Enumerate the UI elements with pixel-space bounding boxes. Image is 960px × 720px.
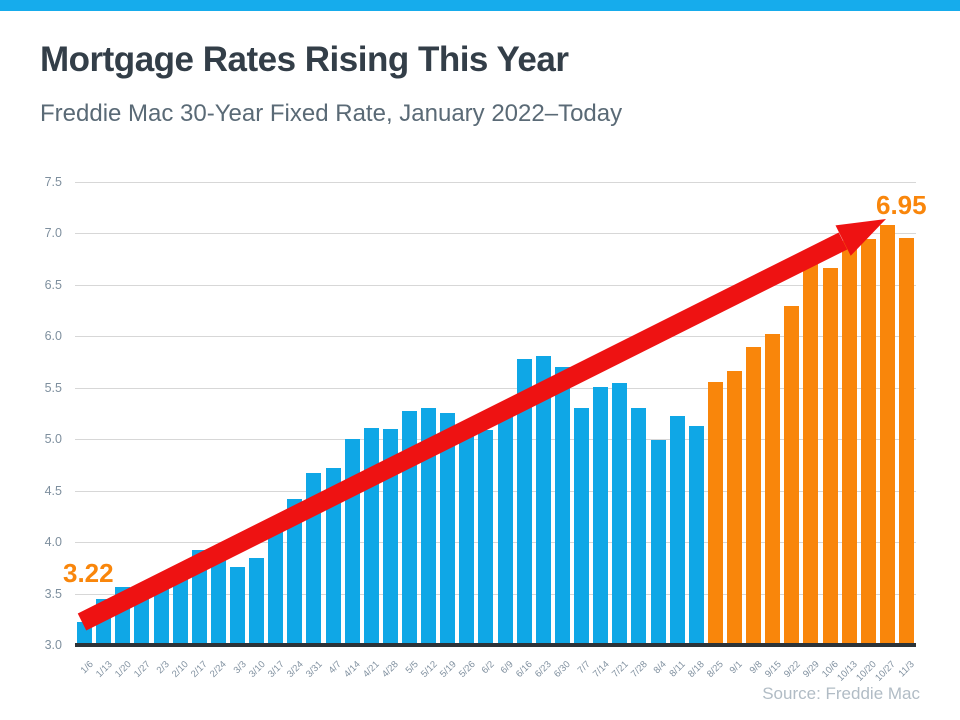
- y-axis-tick-label: 5.0: [44, 432, 62, 446]
- bar-6/16: [516, 358, 532, 647]
- bar-4/14: [344, 439, 360, 647]
- bar-9/29: [803, 263, 819, 647]
- x-axis-tick-label: 11/3: [896, 659, 918, 680]
- bar-9/8: [746, 347, 761, 647]
- bar-7/7: [574, 408, 589, 647]
- bar-11/3: [898, 238, 914, 647]
- bar-8/25: [707, 382, 723, 647]
- grid-line: [75, 181, 916, 183]
- bar-8/4: [650, 440, 666, 647]
- bar-8/11: [669, 416, 685, 647]
- bar-6/9: [497, 415, 513, 647]
- end-value-annotation: 6.95: [876, 190, 927, 220]
- y-axis-tick-label: 3.0: [44, 638, 62, 652]
- bar-5/26: [459, 428, 475, 647]
- bar-5/12: [421, 408, 437, 647]
- page-subtitle: Freddie Mac 30-Year Fixed Rate, January …: [40, 100, 623, 127]
- bar-4/21: [363, 427, 379, 647]
- bar-3/24: [287, 498, 303, 647]
- grid-line: [75, 233, 916, 234]
- page-title: Mortgage Rates Rising This Year: [40, 40, 569, 79]
- start-value-annotation: 3.22: [63, 558, 114, 588]
- y-axis-tick-label: 5.5: [44, 380, 62, 395]
- grid-line: [75, 284, 916, 286]
- bar-7/28: [631, 408, 647, 647]
- bar-5/5: [402, 411, 417, 647]
- bar-7/21: [612, 383, 628, 647]
- bar-5/19: [440, 413, 456, 648]
- bar-8/18: [688, 425, 704, 647]
- bar-6/23: [535, 355, 551, 647]
- bar-3/3: [230, 566, 245, 647]
- y-axis-tick-label: 7.0: [44, 226, 62, 240]
- bar-2/17: [191, 550, 207, 647]
- bar-2/24: [210, 553, 226, 647]
- bar-2/3: [153, 588, 169, 647]
- y-axis-tick-label: 4.5: [44, 483, 62, 498]
- bar-6/2: [478, 429, 494, 647]
- bar-1/27: [134, 588, 150, 647]
- y-axis-tick-label: 6.5: [44, 277, 62, 292]
- bar-4/7: [325, 467, 341, 647]
- bar-6/30: [554, 366, 570, 647]
- y-axis-tick-label: 4.0: [44, 535, 62, 549]
- bar-4/28: [382, 428, 398, 647]
- bar-2/10: [172, 573, 188, 647]
- bar-10/20: [860, 239, 876, 647]
- bar-1/20: [115, 587, 131, 647]
- y-axis-tick-label: 6.0: [44, 329, 62, 343]
- bar-10/6: [822, 268, 838, 647]
- y-axis-tick-label: 3.5: [44, 586, 62, 601]
- bar-1/13: [96, 598, 112, 647]
- bar-3/10: [249, 557, 265, 647]
- bar-3/31: [306, 473, 322, 647]
- bar-10/13: [841, 241, 857, 647]
- bar-9/1: [726, 371, 742, 647]
- bar-9/15: [765, 333, 781, 647]
- y-axis-tick-label: 7.5: [44, 174, 62, 189]
- top-accent-bar: [0, 0, 960, 11]
- bar-10/27: [879, 224, 895, 647]
- x-axis-line: [75, 643, 916, 647]
- bar-9/22: [784, 306, 800, 647]
- source-label: Source: Freddie Mac: [762, 684, 920, 703]
- bar-7/14: [593, 386, 609, 647]
- bar-3/17: [268, 525, 284, 647]
